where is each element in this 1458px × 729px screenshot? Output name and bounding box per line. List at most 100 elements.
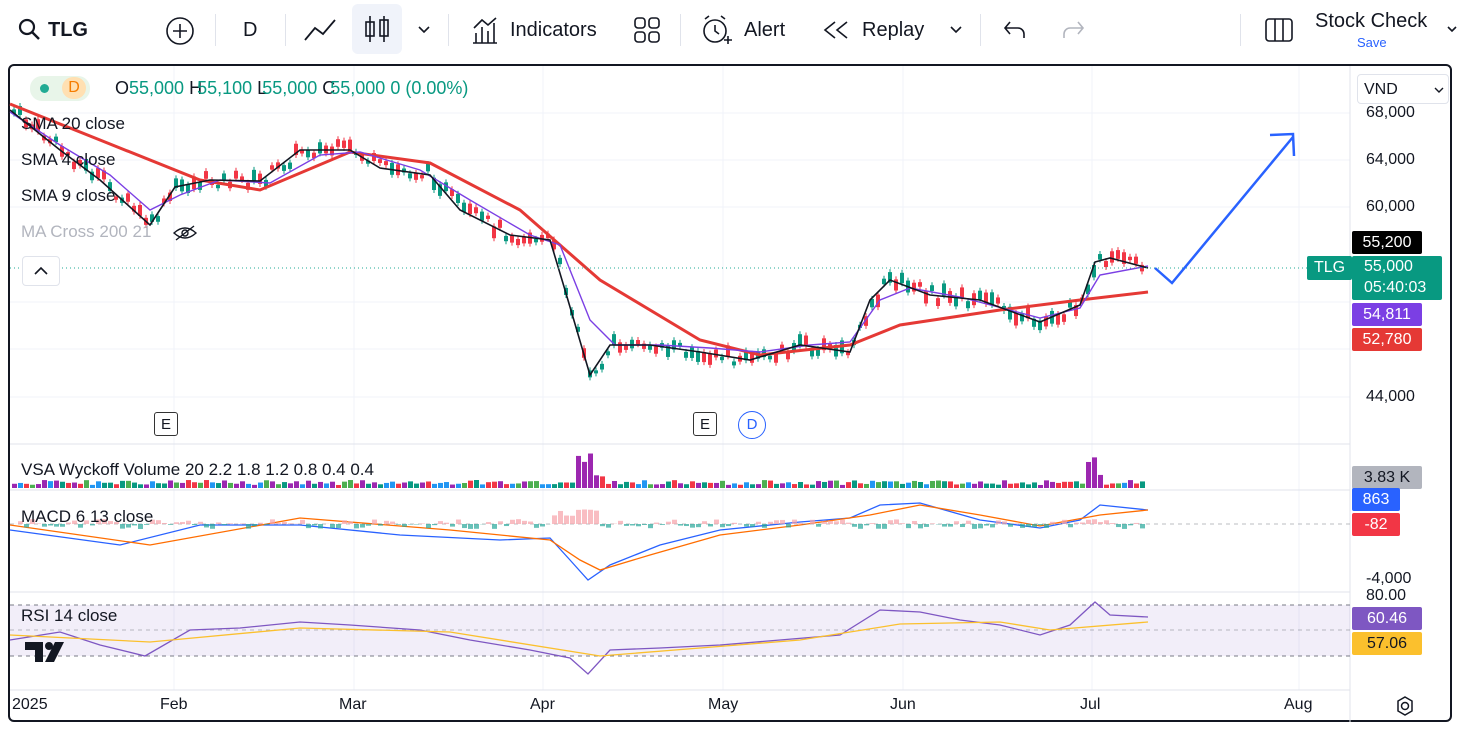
macd-histogram-bar (1032, 524, 1037, 528)
separator (1240, 14, 1241, 46)
candle-body (534, 238, 538, 243)
macd-histogram-bar (66, 522, 71, 524)
macd-histogram-bar (816, 524, 821, 527)
macd-histogram-bar (372, 519, 377, 524)
volume-bar (864, 483, 869, 488)
rsi-label[interactable]: RSI 14 close (21, 606, 118, 625)
study-label[interactable]: SMA 20 close (21, 114, 125, 133)
volume-bar (690, 481, 695, 488)
volume-bar (732, 483, 737, 488)
status-pill[interactable]: D (30, 76, 90, 101)
volume-bar (492, 481, 497, 488)
change: 0 (0.00%) (390, 78, 469, 98)
chevron[interactable] (1446, 22, 1458, 36)
layout-name[interactable]: Stock Check (1315, 10, 1428, 32)
candle-body (966, 301, 970, 309)
currency-select[interactable]: VND (1357, 74, 1449, 104)
volume-bar (534, 481, 539, 488)
settings-icon[interactable] (1397, 696, 1413, 716)
chevron-up (34, 266, 48, 275)
candle-type-button[interactable] (352, 4, 402, 54)
candle-body (54, 136, 58, 143)
indicators-icon[interactable] (470, 16, 500, 46)
candle-body (612, 334, 616, 346)
volume-bar (816, 481, 821, 488)
macd-histogram-bar (204, 524, 209, 528)
volume-bar (480, 484, 485, 488)
replay-icon[interactable] (822, 20, 850, 40)
macd-histogram-bar (528, 521, 533, 524)
price-axis-label: 44,000 (1366, 388, 1415, 405)
macd-histogram-bar (84, 520, 89, 524)
macd-histogram-bar (360, 524, 365, 528)
volume-bar (342, 481, 347, 488)
macd-label[interactable]: MACD 6 13 close (21, 507, 154, 526)
add-symbol[interactable] (165, 16, 195, 46)
candle-body (978, 290, 982, 300)
layout-icon[interactable] (1264, 16, 1294, 44)
macd-histogram-bar (744, 524, 749, 527)
volume-bar (696, 482, 701, 488)
candle-body (696, 350, 700, 362)
rsi-line (9, 601, 1149, 675)
candle-body (294, 143, 298, 156)
templates-icon[interactable] (633, 16, 661, 44)
volume-bar (750, 484, 755, 488)
candle-body (114, 196, 118, 200)
volume-bar (930, 480, 935, 488)
collapse-button[interactable] (22, 256, 60, 286)
macd-histogram-bar (462, 524, 467, 529)
candle-body (486, 215, 490, 219)
macd-histogram-bar (1140, 524, 1145, 529)
candle-body (1056, 313, 1060, 325)
macd-histogram-bar (276, 522, 281, 524)
redo[interactable] (1060, 18, 1086, 42)
chevron[interactable] (416, 22, 432, 38)
candle-body (420, 175, 424, 179)
candle-body (774, 354, 778, 363)
line-chart-icon[interactable] (303, 16, 337, 44)
symbol[interactable]: TLG (48, 19, 88, 41)
candle-body (138, 204, 142, 216)
replay[interactable]: Replay (862, 19, 925, 41)
volume-bar (360, 480, 365, 488)
volume-label[interactable]: VSA Wyckoff Volume 20 2.2 1.8 1.2 0.8 0.… (21, 460, 374, 479)
study-label[interactable]: MA Cross 200 21 (21, 222, 152, 241)
volume-bar (108, 482, 113, 488)
macd-histogram-bar (438, 521, 443, 524)
macd-histogram-bar (1038, 524, 1043, 526)
volume-bar (972, 483, 977, 488)
volume-bar (66, 482, 71, 488)
study-label[interactable]: SMA 4 close (21, 150, 116, 169)
save-status[interactable]: Save (1357, 35, 1387, 50)
earnings-marker[interactable]: E (154, 412, 178, 436)
volume-bar (450, 484, 455, 488)
alert[interactable]: Alert (744, 19, 786, 41)
earnings-marker[interactable]: E (693, 412, 717, 436)
macd-histogram-bar (990, 524, 995, 528)
indicators[interactable]: Indicators (510, 19, 597, 41)
volume-bar (642, 480, 647, 488)
study-label[interactable]: SMA 9 close (21, 186, 116, 205)
macd-histogram-bar (246, 524, 251, 529)
chevron[interactable] (948, 22, 964, 38)
symbol-tag: TLG (1307, 256, 1352, 280)
macd-histogram-bar (264, 524, 269, 525)
interval[interactable]: D (243, 19, 258, 41)
macd-histogram-bar (300, 519, 305, 524)
volume-bar (906, 482, 911, 488)
volume-bar (708, 482, 713, 488)
candle-body (258, 173, 262, 184)
volume-bar (678, 483, 683, 488)
candle-body (186, 184, 190, 194)
volume-bar (366, 483, 371, 488)
volume-bar (348, 480, 353, 488)
candle-body (702, 352, 706, 363)
undo[interactable] (1002, 18, 1028, 42)
volume-bar (996, 484, 1001, 488)
volume-bar (432, 483, 437, 488)
hidden-icon[interactable] (172, 224, 198, 242)
alert-icon[interactable] (700, 14, 734, 46)
dividend-marker[interactable]: D (738, 411, 766, 439)
